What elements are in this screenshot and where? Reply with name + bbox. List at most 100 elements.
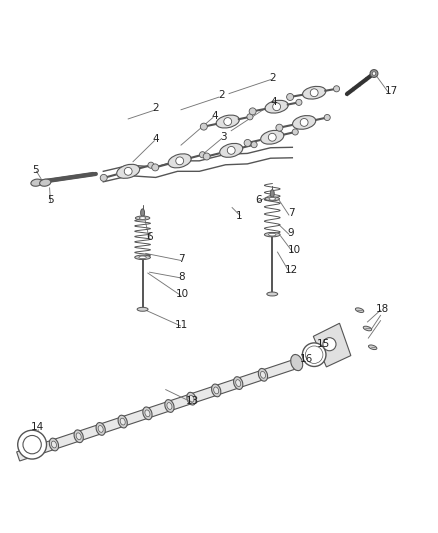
Ellipse shape bbox=[31, 179, 42, 186]
Circle shape bbox=[18, 430, 46, 459]
Ellipse shape bbox=[265, 197, 279, 201]
Ellipse shape bbox=[74, 430, 83, 442]
Ellipse shape bbox=[291, 354, 303, 370]
Ellipse shape bbox=[29, 448, 35, 455]
Text: 4: 4 bbox=[152, 134, 159, 144]
Ellipse shape bbox=[355, 308, 364, 312]
Ellipse shape bbox=[270, 190, 274, 198]
Text: 5: 5 bbox=[32, 165, 39, 175]
Ellipse shape bbox=[165, 400, 174, 413]
Text: 2: 2 bbox=[269, 73, 276, 83]
Ellipse shape bbox=[261, 131, 284, 144]
Circle shape bbox=[300, 118, 308, 126]
Ellipse shape bbox=[189, 395, 194, 402]
Circle shape bbox=[176, 157, 184, 165]
Ellipse shape bbox=[137, 308, 148, 311]
Circle shape bbox=[370, 70, 378, 77]
Ellipse shape bbox=[27, 446, 36, 458]
Circle shape bbox=[305, 346, 323, 364]
Text: 13: 13 bbox=[186, 396, 199, 406]
Text: 4: 4 bbox=[270, 98, 277, 107]
Ellipse shape bbox=[167, 402, 172, 409]
Circle shape bbox=[286, 93, 293, 100]
Ellipse shape bbox=[233, 377, 243, 390]
Text: 15: 15 bbox=[317, 339, 330, 349]
Ellipse shape bbox=[258, 368, 268, 381]
Ellipse shape bbox=[135, 216, 150, 220]
Text: 17: 17 bbox=[385, 86, 398, 96]
Ellipse shape bbox=[120, 418, 125, 425]
Polygon shape bbox=[17, 360, 295, 461]
Circle shape bbox=[333, 86, 339, 92]
Text: 3: 3 bbox=[220, 132, 227, 142]
Text: 16: 16 bbox=[300, 354, 313, 365]
Ellipse shape bbox=[143, 407, 152, 419]
Text: 14: 14 bbox=[31, 422, 44, 432]
Circle shape bbox=[372, 72, 376, 75]
Text: 6: 6 bbox=[255, 195, 261, 205]
Circle shape bbox=[302, 343, 326, 367]
Text: 18: 18 bbox=[376, 304, 389, 314]
Circle shape bbox=[296, 99, 302, 106]
Circle shape bbox=[148, 162, 154, 168]
Circle shape bbox=[100, 174, 107, 181]
Circle shape bbox=[276, 124, 283, 131]
Circle shape bbox=[324, 115, 330, 120]
Ellipse shape bbox=[236, 379, 241, 386]
Text: 1: 1 bbox=[235, 211, 242, 221]
Ellipse shape bbox=[51, 441, 57, 448]
Ellipse shape bbox=[368, 345, 377, 350]
Ellipse shape bbox=[96, 423, 105, 435]
Circle shape bbox=[200, 123, 207, 130]
Ellipse shape bbox=[118, 415, 127, 428]
Ellipse shape bbox=[39, 179, 51, 186]
Circle shape bbox=[273, 103, 281, 111]
Circle shape bbox=[310, 89, 318, 96]
Text: 12: 12 bbox=[284, 265, 298, 275]
Ellipse shape bbox=[303, 86, 326, 99]
Circle shape bbox=[268, 133, 276, 141]
Ellipse shape bbox=[135, 255, 150, 260]
Circle shape bbox=[203, 153, 210, 160]
Text: 10: 10 bbox=[175, 289, 188, 299]
Text: 7: 7 bbox=[179, 254, 185, 264]
Ellipse shape bbox=[49, 438, 59, 451]
Ellipse shape bbox=[216, 115, 239, 128]
Circle shape bbox=[251, 142, 257, 148]
Ellipse shape bbox=[261, 372, 265, 378]
Ellipse shape bbox=[117, 164, 140, 179]
Ellipse shape bbox=[139, 256, 146, 259]
Text: 2: 2 bbox=[152, 103, 159, 114]
Ellipse shape bbox=[187, 392, 196, 405]
Ellipse shape bbox=[214, 387, 219, 394]
Ellipse shape bbox=[168, 154, 191, 168]
Circle shape bbox=[323, 338, 336, 351]
Ellipse shape bbox=[76, 433, 81, 440]
Ellipse shape bbox=[267, 292, 278, 296]
Circle shape bbox=[199, 152, 205, 158]
Ellipse shape bbox=[269, 198, 276, 200]
Circle shape bbox=[244, 140, 251, 147]
Text: 9: 9 bbox=[288, 228, 294, 238]
Text: 4: 4 bbox=[211, 111, 218, 121]
Circle shape bbox=[152, 164, 159, 171]
Polygon shape bbox=[313, 323, 351, 367]
Ellipse shape bbox=[139, 217, 146, 220]
Ellipse shape bbox=[145, 410, 150, 417]
Circle shape bbox=[227, 147, 235, 154]
Ellipse shape bbox=[293, 116, 316, 130]
Ellipse shape bbox=[141, 209, 145, 217]
Ellipse shape bbox=[265, 232, 280, 237]
Circle shape bbox=[292, 129, 298, 135]
Circle shape bbox=[23, 435, 41, 454]
Text: 2: 2 bbox=[218, 91, 225, 100]
Ellipse shape bbox=[265, 100, 288, 113]
Circle shape bbox=[247, 114, 253, 120]
Text: 6: 6 bbox=[146, 232, 152, 242]
Circle shape bbox=[124, 167, 132, 175]
Circle shape bbox=[249, 108, 256, 115]
Ellipse shape bbox=[212, 384, 221, 397]
Text: 8: 8 bbox=[179, 271, 185, 281]
Text: 10: 10 bbox=[287, 245, 300, 255]
Text: 7: 7 bbox=[288, 208, 294, 218]
